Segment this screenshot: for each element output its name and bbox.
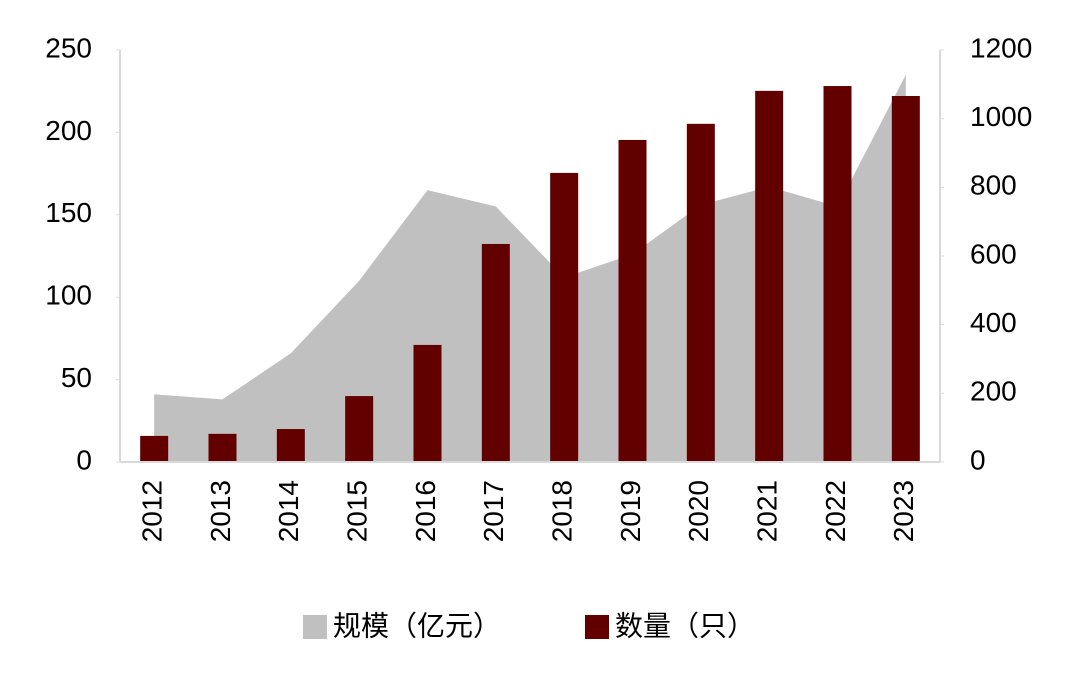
y-tick-label: 100 — [45, 280, 92, 311]
bar — [140, 435, 169, 462]
x-tick-label: 2022 — [820, 480, 851, 542]
bar — [413, 344, 442, 462]
bar-layer — [140, 86, 920, 463]
bar — [208, 433, 237, 462]
y2-tick-label: 1000 — [970, 101, 1032, 132]
area — [154, 74, 906, 462]
bar — [686, 123, 715, 463]
legend-label: 数量（只） — [615, 610, 755, 641]
y-tick-label: 250 — [45, 32, 92, 63]
x-tick-label: 2019 — [615, 480, 646, 542]
legend-swatch — [585, 615, 609, 639]
y-tick-label: 50 — [61, 362, 92, 393]
bar — [823, 86, 852, 463]
bar — [276, 429, 305, 462]
x-tick-label: 2018 — [547, 480, 578, 542]
bar — [618, 139, 647, 462]
y2-tick-label: 200 — [970, 376, 1017, 407]
x-tick-label: 2017 — [478, 480, 509, 542]
bar — [481, 243, 510, 462]
x-tick-label: 2015 — [342, 480, 373, 542]
x-tick-label: 2020 — [683, 480, 714, 542]
x-tick-label: 2014 — [273, 480, 304, 542]
bar — [755, 90, 784, 463]
bar — [891, 96, 920, 463]
x-tick-label: 2021 — [752, 480, 783, 542]
y2-tick-label: 0 — [970, 444, 986, 475]
y2-tick-label: 400 — [970, 307, 1017, 338]
y2-tick-label: 600 — [970, 238, 1017, 269]
legend-swatch — [303, 615, 327, 639]
y-tick-label: 0 — [76, 444, 92, 475]
area-layer — [154, 74, 906, 462]
x-tick-label: 2016 — [410, 480, 441, 542]
bar — [550, 172, 579, 462]
y-tick-label: 200 — [45, 115, 92, 146]
x-tick-label: 2013 — [205, 480, 236, 542]
y2-tick-label: 800 — [970, 170, 1017, 201]
y-tick-label: 150 — [45, 197, 92, 228]
x-tick-label: 2023 — [888, 480, 919, 542]
x-tick-label: 2012 — [137, 480, 168, 542]
bar — [345, 396, 374, 462]
y2-tick-label: 1200 — [970, 32, 1032, 63]
legend-label: 规模（亿元） — [333, 610, 501, 641]
